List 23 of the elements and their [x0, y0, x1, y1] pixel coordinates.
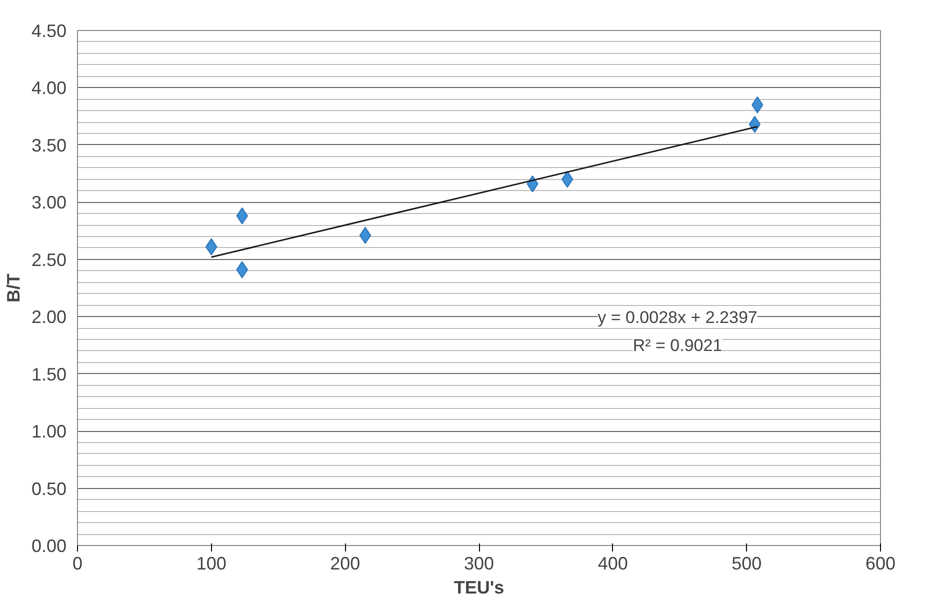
point [561, 170, 574, 188]
x-axis-title: TEU's [454, 578, 504, 598]
x-tick-label: 400 [598, 554, 628, 574]
y-tick-label: 4.50 [31, 21, 67, 41]
annotation: R² = 0.9021 [632, 336, 722, 355]
x-tick-label: 300 [464, 554, 494, 574]
x-tick-label: 600 [865, 554, 896, 574]
x-tick-label: 200 [330, 554, 360, 574]
y-tick-label: 1.50 [31, 364, 67, 384]
y-tick-label: 4.00 [31, 78, 67, 98]
y-tick-label: 2.00 [31, 307, 67, 328]
y-tick-label: 0.50 [31, 478, 67, 499]
annotation: y = 0.0028x + 2.2397 [598, 308, 758, 327]
x-tick-label: 0 [72, 554, 83, 574]
x-tick-label: 100 [196, 554, 226, 574]
point [359, 226, 372, 244]
y-tick-label: 0.00 [31, 536, 67, 556]
y-tick-label: 1.00 [31, 422, 67, 442]
y-tick-label: 2.50 [31, 250, 67, 270]
x-tick-label: 500 [732, 554, 762, 574]
y-axis-title: B/T [3, 274, 24, 302]
y-tick-label: 3.50 [31, 135, 67, 156]
y-tick-label: 3.00 [31, 192, 67, 213]
